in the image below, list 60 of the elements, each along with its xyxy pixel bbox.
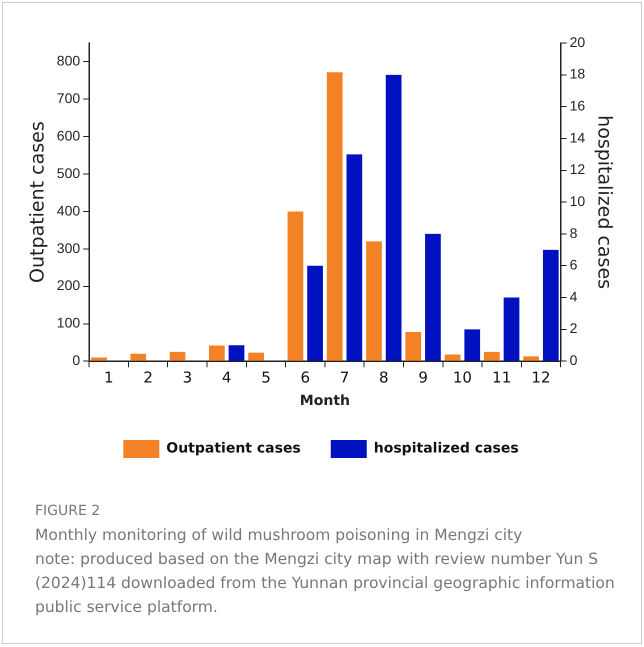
y2-tick-label: 4 [570,288,578,304]
y2-tick-label: 8 [570,224,578,241]
y-tick-label: 300 [56,240,80,256]
x-axis-title: Month [300,393,350,410]
legend-label: Outpatient cases [166,440,301,457]
y-tick-label: 0 [72,352,80,368]
x-tick-label: 11 [492,368,512,387]
y-tick-label: 400 [56,202,80,218]
y2-tick-label: 20 [570,34,586,50]
bar [523,356,540,361]
y2-tick-label: 10 [570,192,586,209]
bar [208,345,225,361]
bar [425,234,441,361]
y2-tick-label: 2 [570,320,578,336]
bar [346,154,362,361]
x-tick-label: 3 [182,368,192,387]
bar [386,74,402,361]
x-tick-label: 12 [531,368,551,387]
legend-label: hospitalized cases [374,440,519,457]
bar [326,72,343,361]
x-tick-label: 9 [418,368,428,387]
x-tick-label: 1 [104,368,114,387]
y2-tick-label: 16 [570,98,586,114]
bar [484,352,500,361]
x-tick-label: 7 [340,368,350,387]
y2-tick-label: 12 [570,161,586,178]
text: FIGURE 2 [35,503,102,519]
x-tick-label: 6 [300,368,310,387]
text: note: produced based on the Mengzi city map with review number Yun S (2024)114 downloaded from the Yunnan provincial geographic information public service platform. [35,550,615,616]
y-tick-label: 500 [56,164,80,181]
bar [228,345,244,361]
y2-tick-label: 18 [570,66,586,82]
bar [248,352,264,361]
x-tick-label: 5 [261,368,271,387]
y-tick-label: 200 [56,277,80,294]
bar [170,352,186,361]
bar [444,354,460,361]
y2-tick-label: 0 [570,352,578,368]
y-axis-title: Outpatient cases [26,121,48,283]
bar [366,241,382,361]
x-tick-label: 2 [143,368,153,387]
y2-axis-title: hospitalized cases [594,115,616,290]
bar [504,298,520,361]
y2-tick-label: 6 [570,256,578,273]
bar [130,354,146,361]
y-tick-label: 800 [56,52,80,69]
bar [288,211,304,361]
y-tick-label: 600 [56,127,80,144]
text: Monthly monitoring of wild mushroom poisoning in Mengzi city [35,526,522,544]
y-tick-label: 700 [56,90,80,106]
bar [91,357,107,361]
bar [542,250,559,361]
x-tick-label: 10 [452,368,472,387]
y-tick-label: 100 [56,314,80,331]
y2-tick-label: 14 [570,129,586,146]
x-tick-label: 4 [222,368,232,387]
bar [307,266,323,361]
x-tick-label: 8 [379,368,389,387]
bar [464,329,480,361]
bar [405,332,422,361]
